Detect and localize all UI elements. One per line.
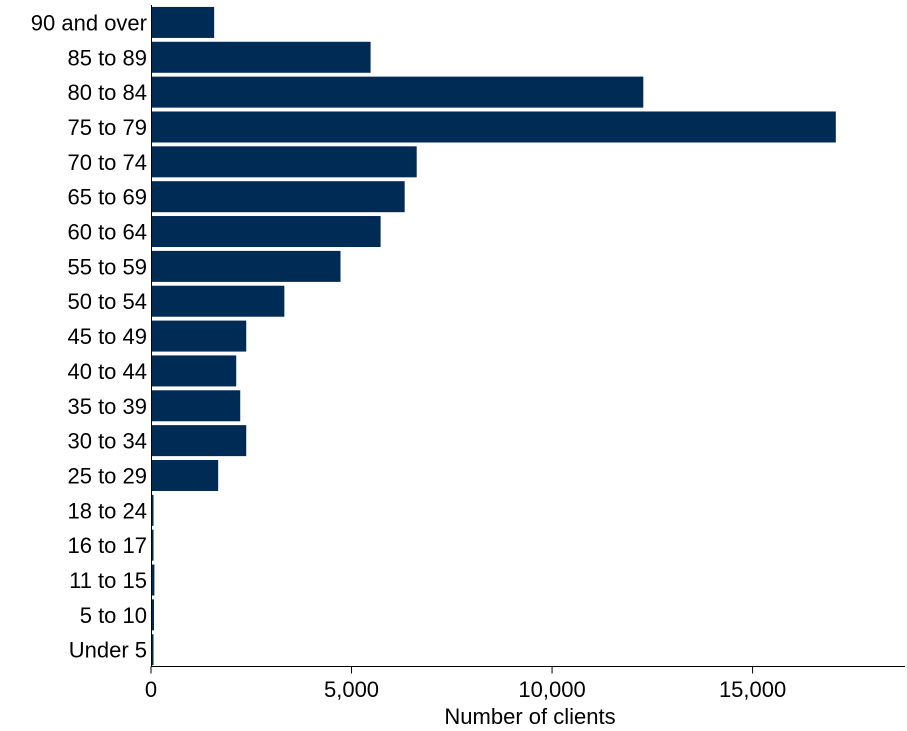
- bar-60-to-64: [152, 216, 381, 248]
- category-label: 5 to 10: [80, 603, 147, 628]
- category-label: 40 to 44: [67, 359, 147, 384]
- bar-25-to-29: [152, 459, 219, 491]
- bar-40-to-44: [152, 355, 237, 387]
- category-label: 45 to 49: [67, 324, 147, 349]
- category-label: 50 to 54: [67, 289, 147, 314]
- category-label: 60 to 64: [67, 220, 147, 245]
- bar-65-to-69: [152, 181, 405, 213]
- bar-35-to-39: [152, 390, 241, 422]
- bar-75-to-79: [152, 111, 836, 143]
- category-label: 70 to 74: [67, 150, 147, 175]
- x-tick-label: 10,000: [518, 677, 585, 702]
- bar-11-to-15: [152, 564, 155, 596]
- category-label: 18 to 24: [67, 498, 147, 523]
- bar-55-to-59: [152, 250, 341, 282]
- category-label: 85 to 89: [67, 45, 147, 70]
- bar-90-and-over: [152, 6, 215, 38]
- bar-under-5: [152, 634, 154, 666]
- bar-80-to-84: [152, 76, 644, 108]
- x-tick-label: 5,000: [324, 677, 379, 702]
- category-label: 25 to 29: [67, 463, 147, 488]
- bar-18-to-24: [152, 494, 154, 526]
- category-label: 90 and over: [31, 10, 147, 35]
- x-tick-label: 0: [145, 677, 157, 702]
- bar-45-to-49: [152, 320, 247, 352]
- category-labels-group: 90 and over 85 to 89 80 to 84 75 to 79 70 to…: [31, 10, 147, 662]
- category-label: 16 to 17: [67, 533, 147, 558]
- category-label: 55 to 59: [67, 254, 147, 279]
- category-label: 75 to 79: [67, 115, 147, 140]
- category-label: Under 5: [69, 638, 147, 663]
- x-tick-label: 15,000: [719, 677, 786, 702]
- category-label: 35 to 39: [67, 394, 147, 419]
- bars-group: [152, 6, 836, 666]
- x-axis-title: Number of clients: [444, 704, 615, 729]
- bar-50-to-54: [152, 285, 285, 317]
- bar-30-to-34: [152, 425, 247, 457]
- category-label: 80 to 84: [67, 80, 147, 105]
- bar-85-to-89: [152, 41, 371, 73]
- bar-70-to-74: [152, 146, 417, 178]
- category-label: 11 to 15: [69, 568, 147, 593]
- category-label: 30 to 34: [67, 429, 147, 454]
- x-ticks-group: 0 5,000 10,000 15,000: [145, 666, 786, 702]
- bar-5-to-10: [152, 599, 155, 631]
- category-label: 65 to 69: [67, 185, 147, 210]
- bar-16-to-17: [152, 529, 154, 561]
